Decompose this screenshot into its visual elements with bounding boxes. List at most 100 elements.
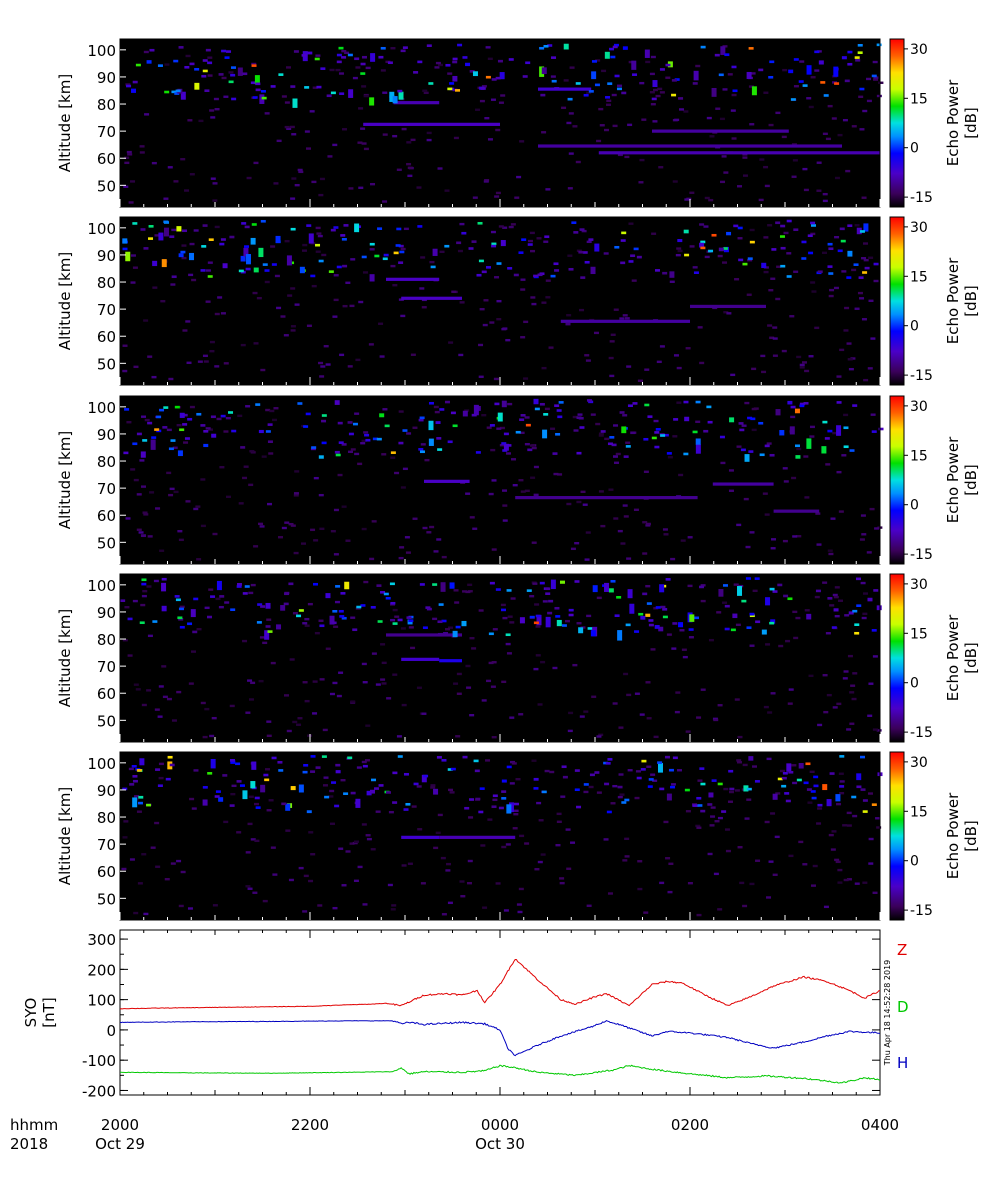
echo-cell — [163, 227, 169, 237]
echo-layer — [538, 87, 592, 91]
y-tick-label: 60 — [97, 685, 116, 703]
echo-cell — [152, 620, 158, 623]
echo-cell — [780, 246, 786, 250]
echo-cell — [867, 597, 873, 602]
echo-cell — [524, 416, 530, 419]
echo-cell — [539, 581, 545, 585]
echo-cell — [785, 799, 791, 803]
echo-cell — [220, 238, 226, 241]
echo-cell — [852, 609, 858, 613]
echo-cell — [178, 253, 184, 258]
echo-cell — [616, 596, 622, 599]
echo-cell — [561, 106, 567, 110]
echo-cell — [432, 583, 438, 586]
echo-cell — [480, 844, 486, 847]
echo-cell — [644, 368, 650, 371]
echo-cell — [652, 779, 658, 782]
colorbar-tick-label: 0 — [910, 141, 919, 157]
echo-cell — [462, 56, 468, 59]
echo-cell — [841, 56, 847, 60]
echo-cell — [123, 451, 129, 455]
echo-cell — [194, 67, 200, 71]
echo-cell — [659, 68, 665, 71]
echo-cell — [673, 418, 679, 421]
echo-cell — [683, 110, 689, 113]
echo-cell — [152, 286, 158, 289]
echo-cell — [473, 404, 479, 416]
echo-cell — [203, 430, 209, 433]
echo-cell — [375, 683, 381, 686]
echo-cell — [651, 232, 657, 235]
echo-cell — [209, 349, 215, 353]
echo-cell — [478, 609, 484, 612]
echo-cell — [799, 60, 805, 63]
echo-cell — [733, 583, 739, 586]
echo-cell — [290, 85, 296, 88]
echo-layer — [773, 509, 820, 513]
echo-cell — [171, 275, 177, 279]
echo-cell — [372, 437, 378, 441]
echo-cell — [607, 758, 613, 761]
echo-cell — [220, 312, 226, 315]
echo-cell — [297, 717, 303, 720]
echo-cell — [341, 505, 347, 508]
echo-cell — [136, 769, 142, 772]
echo-cell — [191, 807, 197, 810]
echo-cell — [554, 404, 560, 407]
echo-cell — [210, 415, 216, 419]
echo-cell — [369, 248, 375, 251]
echo-cell — [627, 769, 633, 772]
echo-cell — [518, 251, 524, 254]
echo-cell — [590, 266, 596, 275]
echo-cell — [604, 782, 610, 786]
echo-cell — [598, 107, 604, 111]
echo-cell — [849, 722, 855, 725]
echo-cell — [766, 896, 772, 899]
echo-cell — [857, 291, 863, 295]
echo-cell — [565, 828, 571, 831]
echo-cell — [288, 582, 294, 586]
echo-cell — [481, 270, 487, 274]
echo-cell — [585, 359, 591, 362]
echo-cell — [677, 249, 683, 253]
echo-cell — [833, 66, 839, 77]
echo-cell — [193, 507, 199, 511]
echo-cell — [620, 261, 626, 265]
echo-cell — [669, 271, 675, 278]
echo-cell — [731, 137, 737, 140]
echo-cell — [255, 403, 261, 406]
echo-cell — [255, 88, 261, 92]
echo-cell — [750, 417, 756, 421]
echo-cell — [545, 279, 551, 282]
echo-cell — [809, 425, 815, 429]
echo-cell — [737, 226, 743, 230]
series-line-d — [119, 1064, 881, 1084]
echo-cell — [758, 68, 764, 72]
echo-cell — [763, 236, 769, 239]
echo-cell — [607, 442, 613, 446]
echo-cell — [523, 377, 529, 380]
echo-cell — [250, 838, 256, 841]
echo-cell — [793, 85, 799, 88]
echo-cell — [621, 426, 627, 434]
echo-cell — [481, 85, 487, 88]
echo-cell — [416, 686, 422, 689]
echo-cell — [648, 623, 654, 627]
echo-cell — [536, 237, 542, 240]
echo-cell — [132, 222, 138, 225]
echo-cell — [168, 493, 174, 497]
echo-cell — [335, 770, 341, 774]
echo-cell — [417, 225, 423, 228]
echo-layer — [690, 304, 766, 309]
echo-cell — [433, 405, 439, 409]
echo-cell — [617, 153, 623, 157]
echo-cell — [788, 69, 794, 74]
echo-cell — [266, 618, 272, 621]
echo-cell — [133, 911, 139, 915]
echo-cell — [689, 191, 695, 194]
x-date-label: Oct 30 — [475, 1135, 525, 1153]
echo-cell — [591, 695, 597, 698]
echo-cell — [645, 522, 651, 526]
echo-cell — [242, 639, 248, 643]
echo-cell — [570, 547, 576, 551]
